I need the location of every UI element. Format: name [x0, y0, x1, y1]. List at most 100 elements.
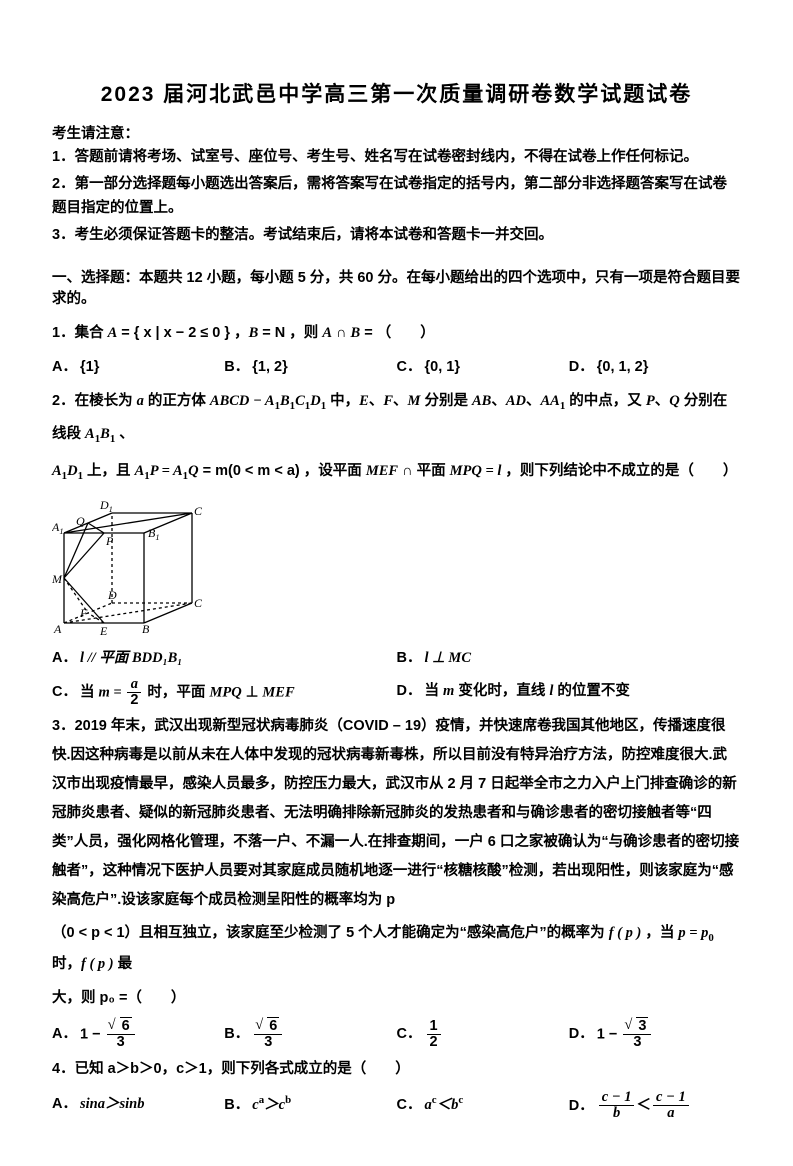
svg-text:C: C	[194, 596, 202, 610]
q2-P: P	[646, 393, 655, 409]
label-B: B．	[397, 644, 425, 673]
q4-optD-mid: ＜	[636, 1098, 651, 1114]
svg-text:B1: B1	[148, 526, 160, 542]
q1-optC-val: {0, 1}	[425, 359, 460, 375]
q1-text-b: ，	[230, 325, 249, 341]
q4-optD-fracL: c − 1b	[599, 1090, 635, 1121]
svg-text:F: F	[79, 606, 88, 620]
q2-optC-d: MEF	[262, 684, 294, 700]
q2-l2b: ，设平面	[300, 463, 366, 479]
label-A: A．	[52, 644, 80, 673]
q3-optB-num: 6	[267, 1017, 279, 1034]
section-1-title: 一、选择题：本题共 12 小题，每小题 5 分，共 60 分。在每小题给出的四个…	[52, 266, 741, 308]
q2-optC-frac: a2	[127, 677, 141, 708]
svg-text:M: M	[52, 572, 63, 586]
q3-options: A．1 − 63 B．63 C．12 D．1 − 33	[52, 1019, 741, 1050]
q2-l1l: 、	[115, 426, 134, 442]
cube-diagram: ABCDA1B1C1D1EFMPQ	[52, 495, 202, 635]
q2-Q: Q	[669, 393, 679, 409]
q1-text-a: 1．集合	[52, 325, 108, 341]
question-3: 3．2019 年末，武汉出现新型冠状病毒肺炎（COVID – 19）疫情，并快速…	[52, 712, 741, 915]
q2-optB-b: MC	[448, 650, 471, 666]
q1-AcapB-A: A	[322, 325, 332, 341]
q1-text-d: （ ）	[377, 325, 435, 341]
label-D: D．	[569, 1092, 597, 1121]
q2-optC-a: 当	[80, 684, 99, 700]
q2-options-row2: C．当 m = a2 时，平面 MPQ ⊥ MEF D．当 m 变化时，直线 l…	[52, 677, 741, 708]
q4-option-D: D．c − 1b＜c − 1a	[569, 1090, 741, 1121]
question-3-p3: 大，则 p₀ =（ ）	[52, 983, 741, 1015]
q2-optD-m: m	[443, 683, 454, 699]
q2-l1b: 的正方体	[144, 393, 210, 409]
q3-optD-num: 3	[636, 1017, 648, 1034]
question-2: 2．在棱长为 a 的正方体 ABCD − A1B1C1D1 中，E、F、M 分别…	[52, 386, 741, 452]
exam-title: 2023 届河北武邑中学高三第一次质量调研卷数学试题试卷	[52, 78, 741, 108]
q4-option-C: C．ac＜bc	[397, 1090, 569, 1121]
q2-cap: ∩	[398, 463, 417, 479]
q2-F: F	[383, 393, 393, 409]
label-B: B．	[224, 1091, 252, 1120]
q2-optC-m: m =	[99, 684, 126, 700]
q2-MEF: MEF	[366, 463, 398, 479]
q1-A: A	[108, 325, 118, 341]
question-2-line2: A1D1 上，且 A1P = A1Q = m(0 < m < a) ，设平面 M…	[52, 456, 741, 489]
notice-heading: 考生请注意：	[52, 122, 741, 143]
q3-p2b: ，当	[641, 925, 678, 941]
q3-p2d: 最	[114, 956, 133, 972]
q3-optC-num: 1	[427, 1019, 441, 1035]
question-3-p2: （0 < p < 1）且相互独立，该家庭至少检测了 5 个人才能确定为“感染高危…	[52, 919, 741, 979]
svg-text:B: B	[142, 622, 150, 635]
q3-optB-den: 3	[254, 1035, 282, 1050]
svg-text:P: P	[105, 534, 114, 548]
q2-optD-a: 当	[425, 683, 444, 699]
notice-item-3: 3．考生必须保证答题卡的整洁。考试结束后，请将本试卷和答题卡一并交回。	[52, 223, 741, 248]
q1-setB: = N	[258, 325, 285, 341]
label-C: C．	[397, 1020, 425, 1049]
q4-optB: ca＞cb	[252, 1097, 291, 1113]
q2-AA1: AA1	[540, 393, 565, 409]
q2-A1P: A1P = A1Q	[135, 463, 199, 479]
q2-option-D: D．当 m 变化时，直线 l 的位置不变	[397, 677, 742, 708]
svg-text:E: E	[99, 624, 108, 635]
q1-optA-val: {1}	[80, 359, 99, 375]
q4-optD-fracR: c − 1a	[653, 1090, 689, 1121]
q2-eql: = l	[482, 463, 502, 479]
q3-optC-den: 2	[427, 1035, 441, 1050]
svg-text:A: A	[53, 622, 62, 635]
q3-optA-frac: 63	[107, 1019, 135, 1050]
q2-l1g: 、	[491, 393, 506, 409]
page: 2023 届河北武邑中学高三第一次质量调研卷数学试题试卷 考生请注意： 1．答题…	[0, 0, 793, 1166]
q2-cube: ABCD − A1B1C1D1	[210, 393, 326, 409]
q1-text-c: ，则	[285, 325, 322, 341]
q2-option-C: C．当 m = a2 时，平面 MPQ ⊥ MEF	[52, 677, 397, 708]
notice-item-2: 2．第一部分选择题每小题选出答案后，需将答案写在试卷指定的括号内，第二部分非选择…	[52, 172, 741, 221]
svg-text:Q: Q	[76, 514, 85, 528]
q4-option-A: A．sina＞sinb	[52, 1090, 224, 1121]
q1-option-D: D．{0, 1, 2}	[569, 353, 741, 382]
q2-AB: AB	[472, 393, 491, 409]
q3-p2c: 时，	[52, 956, 81, 972]
svg-text:D1: D1	[99, 498, 113, 514]
q1-eq: =	[360, 325, 377, 341]
svg-text:C1: C1	[194, 504, 202, 520]
q4-options: A．sina＞sinb B．ca＞cb C．ac＜bc D．c − 1b＜c −…	[52, 1090, 741, 1121]
label-D: D．	[397, 677, 425, 706]
q3-optB-frac: 63	[254, 1019, 282, 1050]
label-D: D．	[569, 1020, 597, 1049]
q1-B: B	[249, 325, 259, 341]
q2-l1c: 中，	[326, 393, 359, 409]
q1-option-A: A．{1}	[52, 353, 224, 382]
q2-optD-b: 变化时，直线	[454, 683, 549, 699]
question-4: 4．已知 a＞b＞0，c＞1，则下列各式成立的是（ ）	[52, 1054, 741, 1086]
label-C: C．	[397, 353, 425, 382]
q1-option-C: C．{0, 1}	[397, 353, 569, 382]
q3-option-D: D．1 − 33	[569, 1019, 741, 1050]
question-1: 1．集合 A = { x | x − 2 ≤ 0 } ，B = N ，则 A ∩…	[52, 318, 741, 350]
q1-optD-val: {0, 1, 2}	[597, 359, 649, 375]
q2-A1B1: A1B1	[85, 426, 115, 442]
label-D: D．	[569, 353, 597, 382]
svg-text:A1: A1	[52, 520, 64, 536]
q1-optB-val: {1, 2}	[252, 359, 287, 375]
q2-l2a: 上，且	[83, 463, 135, 479]
label-B: B．	[224, 1020, 252, 1049]
